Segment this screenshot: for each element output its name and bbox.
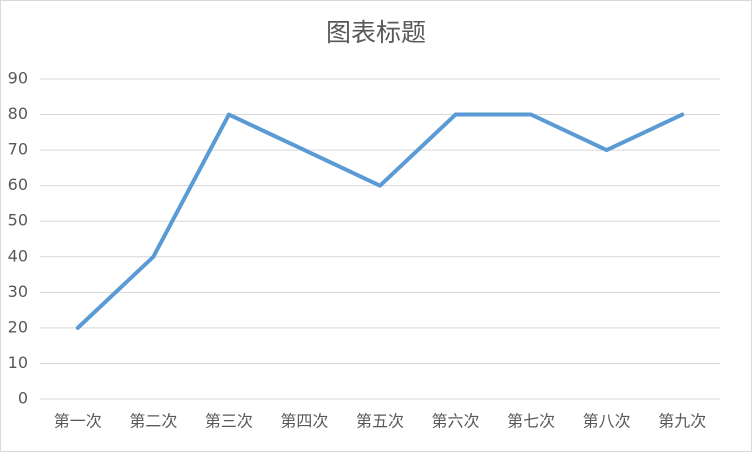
data-line — [75, 112, 685, 330]
y-tick-label: 80 — [8, 104, 28, 123]
x-tick-label: 第四次 — [280, 412, 328, 431]
x-tick-label: 第二次 — [129, 412, 177, 431]
y-tick-label: 40 — [8, 246, 28, 265]
x-tick-label: 第一次 — [54, 412, 102, 431]
y-tick-label: 30 — [8, 282, 28, 301]
y-tick-label: 90 — [8, 69, 28, 88]
x-tick-label: 第七次 — [507, 412, 555, 431]
x-tick-label: 第八次 — [583, 412, 631, 431]
y-tick-label: 60 — [8, 175, 28, 194]
x-tick-label: 第三次 — [205, 412, 253, 431]
x-tick-label: 第九次 — [658, 412, 706, 431]
x-tick-label: 第五次 — [356, 412, 404, 431]
y-tick-label: 10 — [8, 353, 28, 372]
y-tick-label: 0 — [18, 389, 28, 408]
y-tick-label: 50 — [8, 211, 28, 230]
chart-title: 图表标题 — [326, 18, 426, 47]
y-tick-label: 20 — [8, 317, 28, 336]
x-tick-label: 第六次 — [432, 412, 480, 431]
y-tick-label: 70 — [8, 140, 28, 159]
